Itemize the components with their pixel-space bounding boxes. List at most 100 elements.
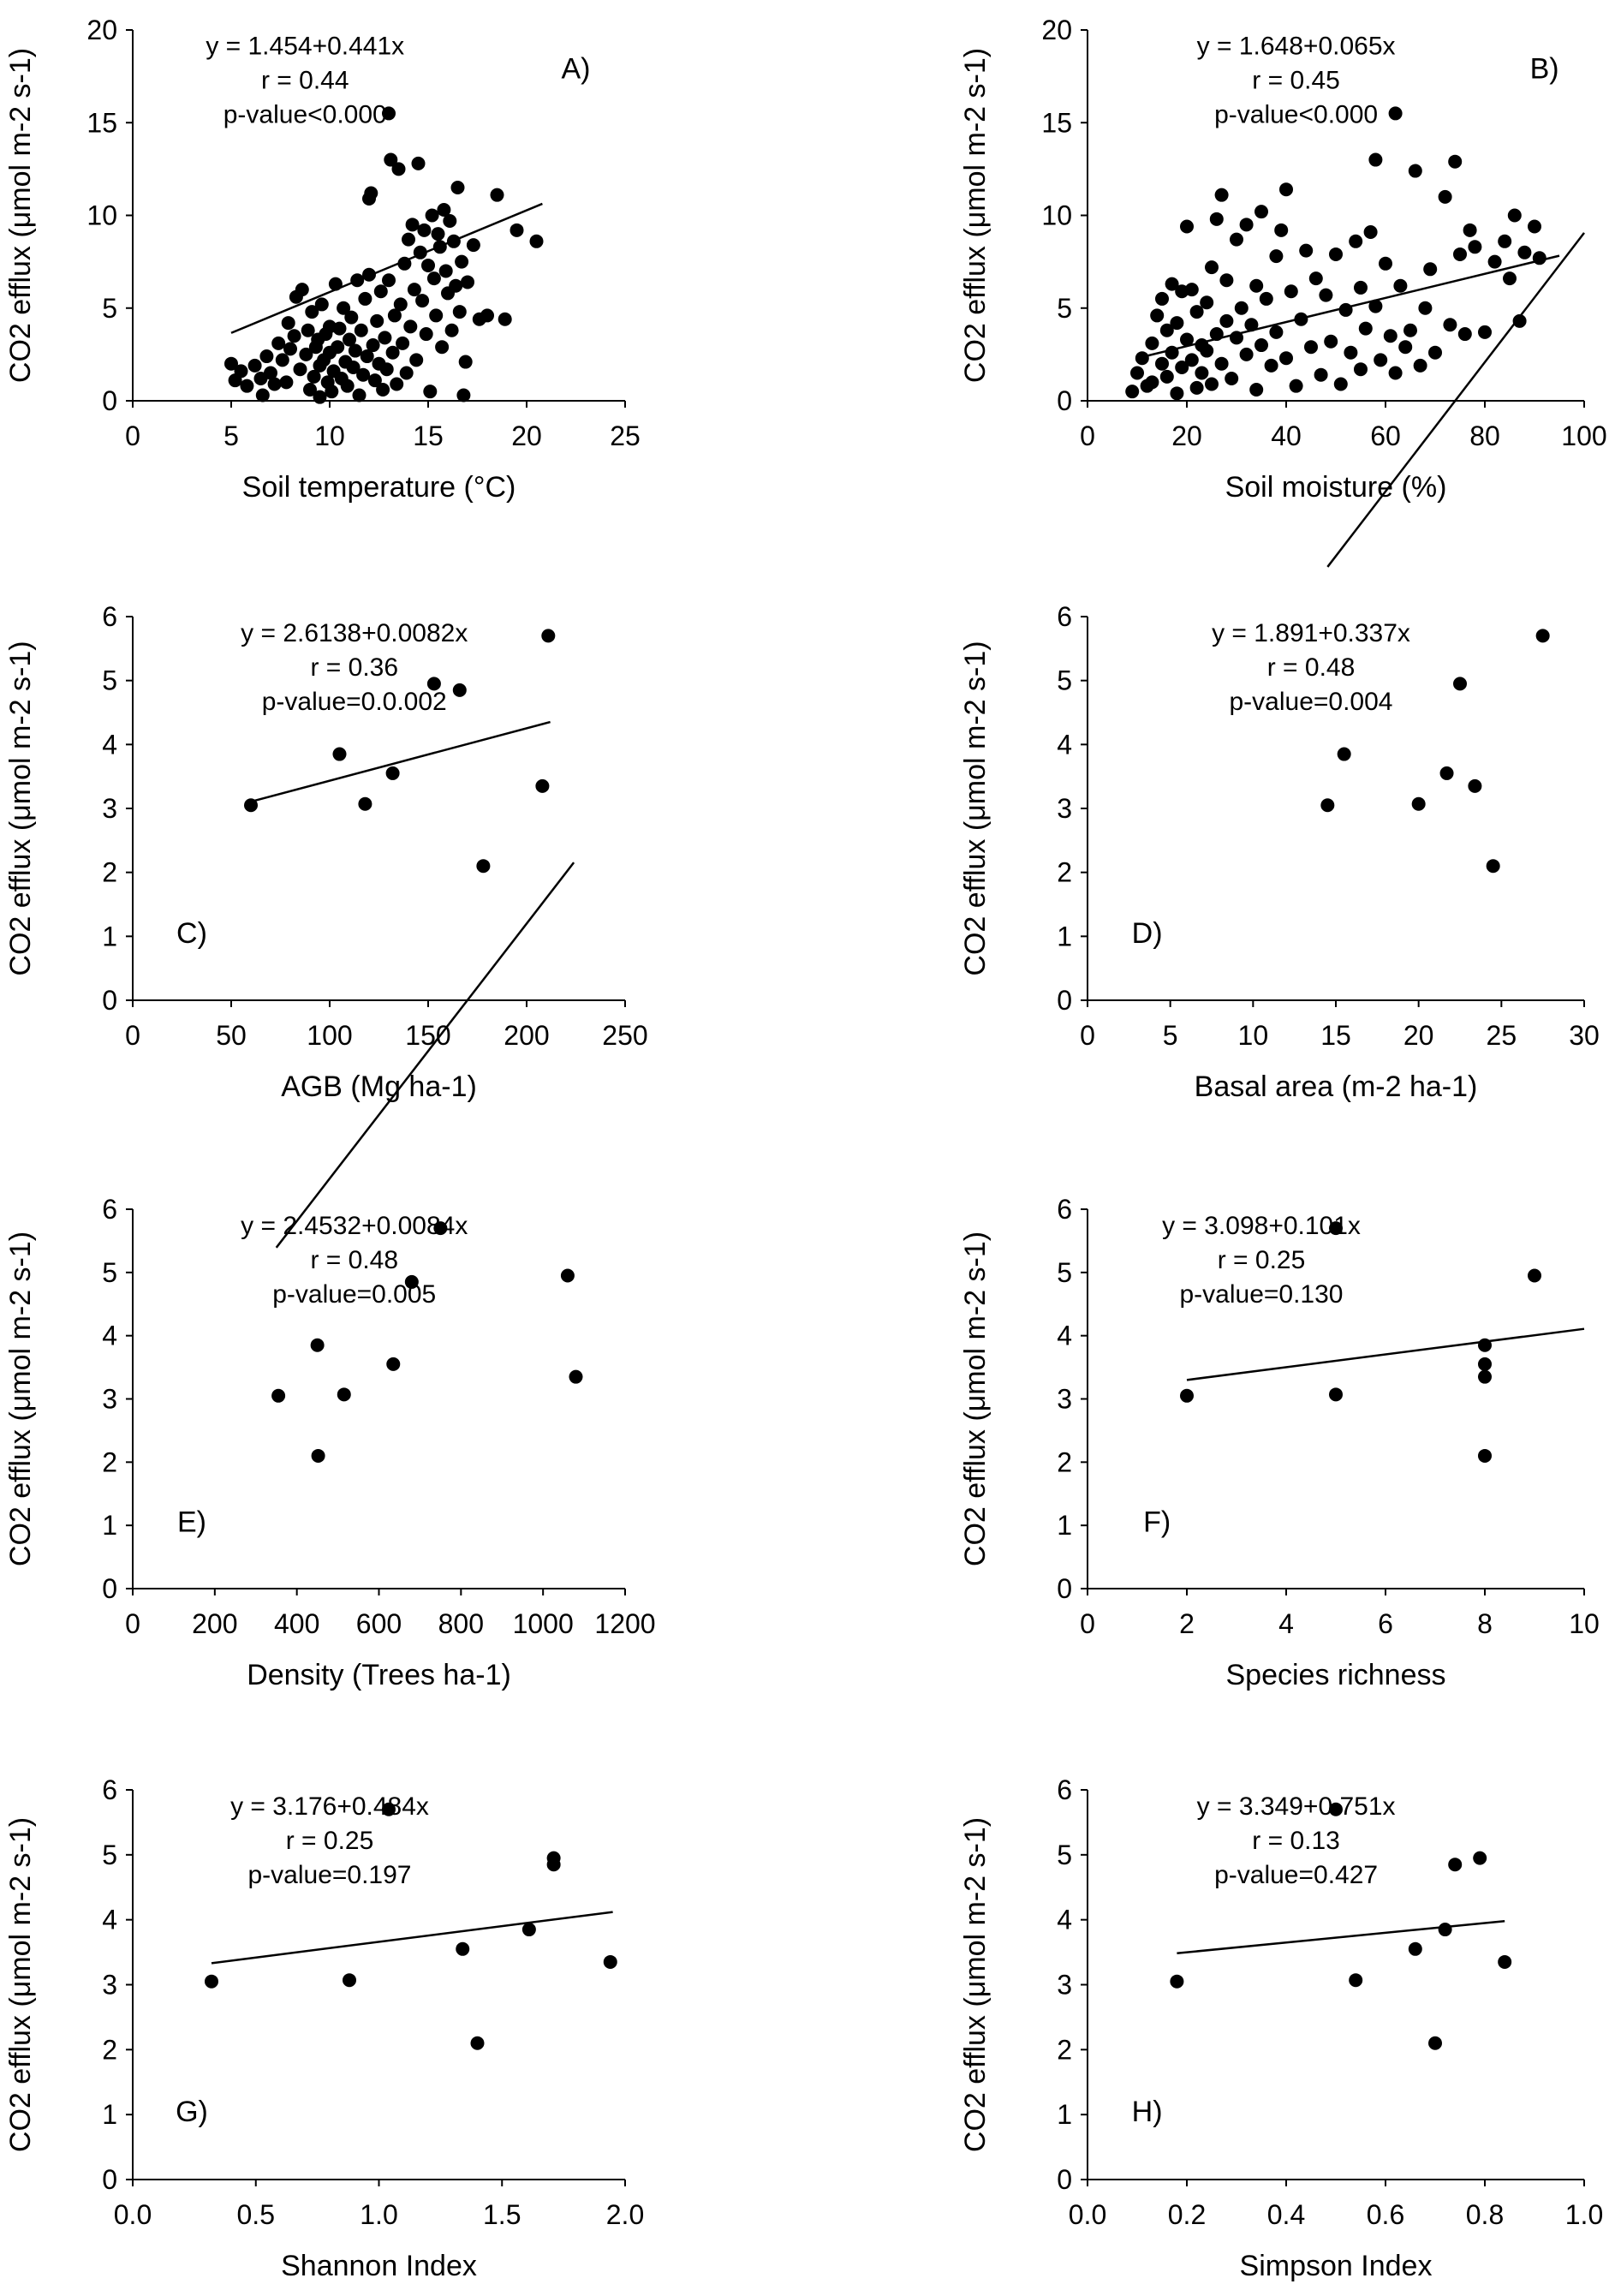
x-tick-label: 250 [602, 1020, 647, 1051]
data-point [403, 319, 418, 334]
data-point [390, 377, 404, 391]
data-point [1308, 271, 1323, 286]
data-point [387, 308, 402, 323]
y-tick-label: 0 [102, 385, 117, 416]
x-tick-label: 6 [1378, 1608, 1393, 1639]
x-tick-label: 600 [356, 1608, 402, 1639]
data-point [1358, 321, 1373, 336]
data-point [407, 283, 421, 297]
data-point [1463, 223, 1477, 237]
correlation-r: r = 0.48 [310, 1246, 398, 1274]
data-point [1528, 1268, 1541, 1283]
data-point [1170, 1974, 1184, 1989]
data-point [1319, 288, 1333, 302]
data-point [438, 264, 453, 278]
data-point [378, 331, 392, 345]
regression-line [1326, 232, 1585, 568]
data-point [1324, 334, 1338, 349]
panel-g: 0.0 0.5 1.0 1.5 2.0 0 1 2 3 4 5 6 Shannon Index CO2 e… [4, 1774, 644, 2282]
data-point [382, 106, 396, 121]
data-point [1368, 152, 1383, 167]
data-point [376, 383, 390, 397]
data-point [384, 152, 398, 167]
x-axis-label: Soil moisture (%) [1225, 471, 1447, 504]
data-point [247, 358, 262, 373]
data-point [1388, 366, 1403, 380]
data-point [1254, 205, 1268, 219]
panel-f: 0 2 4 6 8 10 0 1 2 3 4 5 6 Species richness CO2 efflux… [959, 1194, 1600, 1691]
data-point [1219, 273, 1234, 288]
data-point [1175, 361, 1189, 375]
x-tick-label: 0 [1080, 1608, 1095, 1639]
correlation-r: r = 0.25 [286, 1827, 374, 1855]
data-point [419, 327, 433, 342]
data-point [1284, 284, 1298, 299]
data-point [275, 353, 289, 367]
x-tick-label: 50 [216, 1020, 247, 1051]
y-tick-label: 3 [102, 1384, 117, 1415]
y-axis-label: CO2 efflux (μmol m-2 s-1) [959, 48, 992, 383]
data-point [1487, 254, 1502, 269]
data-point [234, 364, 248, 379]
data-point [1393, 278, 1408, 293]
x-tick-label: 20 [511, 420, 542, 451]
y-tick-label: 5 [1057, 1257, 1072, 1288]
data-point [1532, 251, 1546, 265]
data-point [1448, 1858, 1463, 1872]
data-point [352, 388, 367, 403]
x-axis-label: Simpson Index [1240, 2250, 1433, 2282]
data-point [1349, 1973, 1363, 1988]
data-point [337, 301, 351, 315]
x-tick-label: 1.5 [483, 2199, 521, 2230]
data-point [1453, 247, 1467, 261]
data-point [1453, 677, 1467, 691]
data-point [435, 340, 450, 355]
p-value: p-value=0.0.002 [262, 688, 447, 716]
y-tick-label: 1 [1057, 2099, 1072, 2130]
x-tick-label: 25 [1487, 1020, 1517, 1051]
p-value: p-value=0.005 [272, 1280, 436, 1309]
x-tick-label: 400 [274, 1608, 319, 1639]
data-point [267, 377, 282, 391]
data-point [456, 1941, 470, 1956]
x-tick-label: 0.2 [1168, 2199, 1206, 2230]
x-tick-label: 20 [1403, 1020, 1434, 1051]
y-axis-label: CO2 efflux (μmol m-2 s-1) [4, 641, 37, 975]
data-point [340, 379, 355, 393]
data-point [417, 223, 432, 237]
data-point [569, 1369, 583, 1384]
data-point [364, 186, 378, 200]
x-axis-label: Basal area (m-2 ha-1) [1195, 1070, 1478, 1103]
x-tick-label: 0 [125, 420, 140, 451]
y-tick-label: 6 [1057, 1194, 1072, 1225]
x-tick-label: 15 [1320, 1020, 1351, 1051]
y-tick-label: 5 [1057, 665, 1072, 696]
panel-label: H) [1132, 2096, 1163, 2128]
y-tick-label: 6 [102, 1774, 117, 1805]
data-point [1230, 331, 1243, 345]
data-point [1165, 277, 1179, 291]
data-point [337, 1387, 351, 1402]
data-point [1368, 299, 1383, 313]
x-tick-label: 30 [1569, 1020, 1600, 1051]
data-point [255, 388, 270, 403]
data-point [1170, 316, 1184, 331]
y-tick-label: 5 [102, 1257, 117, 1288]
data-point [1438, 189, 1452, 204]
data-point [1517, 245, 1532, 259]
data-point [1145, 375, 1159, 390]
x-tick-label: 0.0 [1069, 2199, 1106, 2230]
x-tick-label: 0.8 [1466, 2199, 1504, 2230]
data-point [343, 1973, 356, 1988]
data-point [350, 273, 365, 288]
data-point [1329, 1802, 1343, 1816]
data-point [452, 683, 467, 697]
y-axis-label: CO2 efflux (μmol m-2 s-1) [4, 1231, 37, 1566]
y-tick-label: 15 [86, 107, 117, 138]
y-tick-label: 5 [102, 665, 117, 696]
data-point [1209, 212, 1224, 226]
data-point [382, 1802, 396, 1816]
x-tick-label: 1200 [594, 1608, 655, 1639]
x-axis-label: Density (Trees ha-1) [247, 1659, 511, 1691]
data-point [358, 796, 372, 811]
